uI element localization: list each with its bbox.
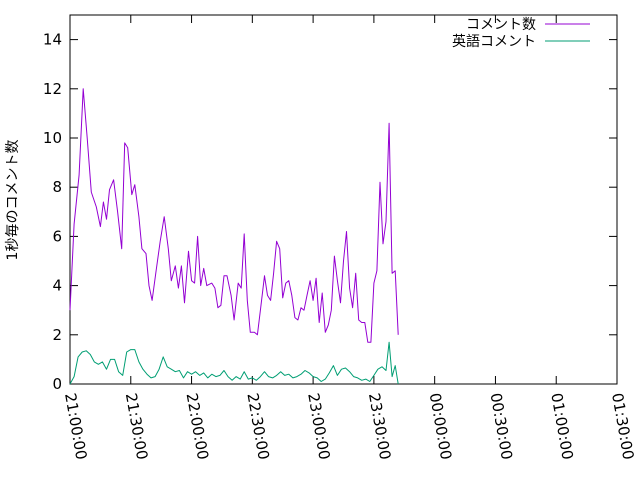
y-axis: 0 2 4 6 8 10 12 14 — [43, 31, 617, 393]
y-tick-label: 6 — [52, 227, 62, 245]
series-layer — [69, 88, 399, 385]
x-tick-label: 23:30:00 — [365, 392, 394, 461]
y-tick-label: 12 — [43, 80, 62, 98]
x-tick-label: 22:00:00 — [183, 392, 212, 461]
y-tick-label: 4 — [52, 277, 62, 295]
y-tick-label: 14 — [43, 31, 62, 49]
legend-label-2: 英語コメント — [452, 33, 536, 50]
y-tick-label: 10 — [43, 129, 62, 147]
series-line-2 — [69, 341, 399, 385]
x-tick-label: 21:00:00 — [61, 392, 90, 461]
y-tick-label: 0 — [52, 375, 62, 393]
legend-label-1: コメント数 — [466, 17, 536, 33]
y-tick-label: 2 — [52, 326, 62, 344]
x-tick-label: 22:30:00 — [243, 392, 272, 461]
x-axis: 21:00:00 21:30:00 22:00:00 22:30:00 23:00:00… — [61, 15, 637, 461]
y-tick-label: 8 — [52, 178, 62, 196]
plot-frame — [69, 14, 618, 385]
y-axis-title: 1秒毎のコメント数 — [5, 140, 21, 261]
series-line-1 — [69, 88, 399, 343]
x-tick-label: 01:00:00 — [547, 392, 576, 461]
x-tick-label: 23:00:00 — [304, 392, 333, 461]
x-tick-label: 00:30:00 — [487, 392, 516, 461]
x-tick-label: 01:30:00 — [608, 392, 637, 461]
plot-border — [69, 14, 618, 385]
x-tick-label: 00:00:00 — [426, 392, 455, 461]
x-tick-label: 21:30:00 — [122, 392, 151, 461]
